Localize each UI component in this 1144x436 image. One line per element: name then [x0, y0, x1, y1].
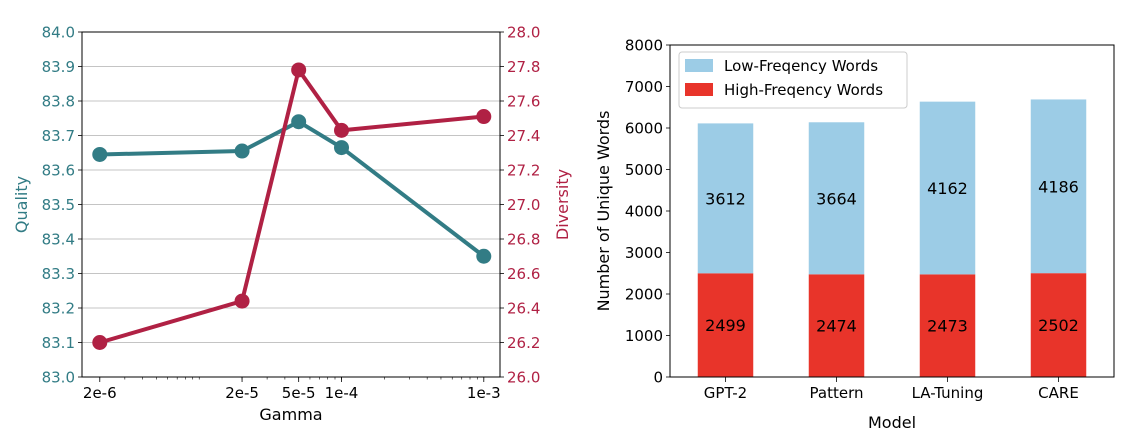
- legend-box: [678, 51, 908, 109]
- diversity-point: [334, 122, 350, 138]
- y-tick-label: 6000: [625, 120, 663, 138]
- x-tick-label: 2e-6: [83, 384, 117, 402]
- y-right-tick-label: 27.8: [507, 58, 540, 76]
- x-tick-label: Pattern: [810, 384, 864, 402]
- y-right-tick-label: 26.4: [507, 300, 540, 318]
- y-right-tick-label: 26.8: [507, 231, 540, 249]
- diversity-point: [234, 293, 250, 309]
- diversity-line: [99, 67, 484, 345]
- x-tick-label: CARE: [1038, 384, 1079, 402]
- high-freq-bar: [697, 273, 754, 377]
- y-tick-label: 5000: [625, 161, 663, 179]
- y-right-tick-label: 26.2: [507, 334, 540, 352]
- y-right-tick-label: 27.0: [507, 196, 540, 214]
- y-right-tick-label: 27.6: [507, 93, 540, 111]
- quality-point: [334, 140, 350, 156]
- y-left-tick-label: 83.9: [42, 58, 75, 76]
- low-freq-value-label: 4162: [927, 179, 968, 198]
- x-tick-label: 5e-5: [282, 384, 316, 402]
- quality-point: [291, 114, 307, 130]
- y-left-tick-label: 83.8: [42, 93, 75, 111]
- y-right-tick-label: 27.2: [507, 162, 540, 180]
- quality-line: [99, 119, 486, 258]
- low-freq-bar: [919, 101, 976, 275]
- y-right-tick-label: 27.4: [507, 127, 540, 145]
- low-freq-bar: [697, 123, 754, 274]
- legend: Low-Freqency Words High-Freqency Words: [678, 51, 908, 109]
- low-freq-bar: [1030, 99, 1087, 274]
- quality-point: [92, 146, 108, 162]
- y-right-tick-label: 26.0: [507, 369, 540, 387]
- legend-label: High-Freqency Words: [724, 81, 883, 99]
- diversity-point: [476, 109, 492, 125]
- low-freq-value-label: 3664: [816, 189, 857, 208]
- plot-frame: [81, 31, 501, 378]
- legend-swatch: [685, 59, 713, 72]
- legend-swatch: [685, 83, 713, 96]
- y-left-tick-label: 83.6: [42, 162, 75, 180]
- low-freq-bar: [808, 122, 865, 275]
- diversity-point: [92, 335, 108, 350]
- x-tick-label: 2e-5: [225, 384, 259, 402]
- high-freq-value-label: 2499: [705, 316, 746, 335]
- y-right-tick-label: 28.0: [507, 24, 540, 42]
- y-left-axis-label: Quality: [12, 176, 31, 233]
- high-freq-value-label: 2473: [927, 317, 968, 336]
- y-left-tick-label: 84.0: [42, 24, 75, 42]
- high-freq-bar: [919, 274, 976, 377]
- y-tick-label: 7000: [625, 78, 663, 96]
- unique-words-stacked-bar-chart: 2499 2474 2473 2502 3612 3664 4162 4186 0 1000 200…: [594, 37, 1115, 432]
- x-tick-label: 1e-3: [467, 384, 501, 402]
- quality-point: [234, 143, 250, 159]
- low-freq-value-label: 3612: [705, 189, 746, 208]
- y-right-axis-label: Diversity: [553, 169, 572, 240]
- y-tick-label: 0: [653, 369, 663, 387]
- quality-point: [476, 248, 492, 264]
- y-tick-label: 3000: [625, 244, 663, 262]
- quality-diversity-line-chart: 83.0 83.1 83.2 83.3 83.4 83.5 83.6 83.7 83.8 83.9…: [12, 24, 572, 425]
- y-left-tick-label: 83.7: [42, 127, 75, 145]
- y-left-tick-label: 83.3: [42, 265, 75, 283]
- y-tick-label: 1000: [625, 327, 663, 345]
- legend-label: Low-Freqency Words: [724, 57, 878, 75]
- x-axis-label: Gamma: [259, 405, 322, 424]
- y-left-tick-label: 83.4: [42, 231, 75, 249]
- y-tick-label: 4000: [625, 203, 663, 221]
- high-freq-bar: [808, 274, 865, 377]
- high-freq-bar: [1030, 273, 1087, 377]
- y-left-tick-label: 83.1: [42, 334, 75, 352]
- x-tick-label: GPT-2: [704, 384, 747, 402]
- plot-frame: [669, 44, 1115, 378]
- x-tick-label: 1e-4: [325, 384, 359, 402]
- high-freq-value-label: 2474: [816, 317, 857, 336]
- y-left-tick-label: 83.5: [42, 196, 75, 214]
- high-freq-value-label: 2502: [1038, 316, 1079, 335]
- x-axis-label: Model: [868, 413, 916, 432]
- y-left-tick-label: 83.0: [42, 369, 75, 387]
- y-left-tick-label: 83.2: [42, 300, 75, 318]
- diversity-point: [291, 62, 307, 78]
- y-right-tick-label: 26.6: [507, 265, 540, 283]
- low-freq-value-label: 4186: [1038, 177, 1079, 196]
- y-tick-label: 2000: [625, 286, 663, 304]
- y-tick-label: 8000: [625, 37, 663, 55]
- x-tick-label: LA-Tuning: [912, 384, 984, 402]
- y-axis-label: Number of Unique Words: [594, 111, 613, 312]
